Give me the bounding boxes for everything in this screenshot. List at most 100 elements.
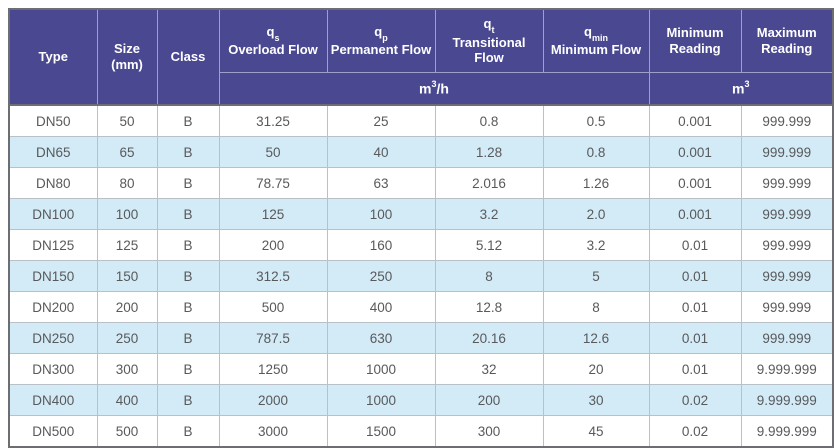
cell-min_reading: 0.01 (648, 353, 742, 385)
cell-class: B (156, 167, 220, 199)
cell-min_reading: 0.001 (648, 167, 742, 199)
unit-suffix: /h (436, 80, 449, 97)
cell-size: 150 (96, 260, 158, 292)
cell-class: B (156, 136, 220, 168)
cell-qt: 3.2 (434, 198, 544, 230)
cell-max_reading: 9.999.999 (740, 384, 834, 416)
cell-max_reading: 999.999 (740, 198, 834, 230)
unit-superscript: 3 (744, 78, 750, 89)
column-header-label: Minimum Flow (550, 42, 642, 58)
cell-qs: 200 (218, 229, 328, 261)
table-row: DN300 300 B 1250 1000 32 20 0.01 9.999.999 (8, 353, 834, 385)
cell-qs: 312.5 (218, 260, 328, 292)
cell-qmin: 1.26 (542, 167, 650, 199)
flow-symbol: qs (267, 24, 280, 43)
table-row: DN200 200 B 500 400 12.8 8 0.01 999.999 (8, 291, 834, 323)
cell-min_reading: 0.01 (648, 322, 742, 354)
table-row: DN50 50 B 31.25 25 0.8 0.5 0.001 999.999 (8, 104, 834, 137)
cell-qmin: 30 (542, 384, 650, 416)
unit-base: m (732, 80, 745, 97)
cell-min_reading: 0.01 (648, 260, 742, 292)
cell-size: 125 (96, 229, 158, 261)
flow-symbol: qt (483, 16, 495, 35)
cell-qt: 2.016 (434, 167, 544, 199)
flow-symbol-letter: q (374, 24, 383, 39)
unit-header-reading: m3 (648, 72, 834, 106)
specifications-table: Type Size (mm) Class qs Overload Flow qp Perman… (8, 8, 834, 448)
cell-qs: 787.5 (218, 322, 328, 354)
flow-symbol-subscript: s (274, 32, 280, 43)
column-header-sublabel: (mm) (111, 57, 143, 72)
table-row: DN150 150 B 312.5 250 8 5 0.01 999.999 (8, 260, 834, 292)
cell-qp: 400 (326, 291, 436, 323)
flow-symbol-subscript: min (591, 32, 608, 43)
cell-class: B (156, 260, 220, 292)
cell-max_reading: 999.999 (740, 229, 834, 261)
cell-qmin: 0.5 (542, 104, 650, 137)
column-header-label: Transitional Flow (452, 34, 526, 66)
cell-qs: 50 (218, 136, 328, 168)
cell-qs: 78.75 (218, 167, 328, 199)
flow-symbol-subscript: p (382, 32, 388, 43)
cell-type: DN250 (8, 322, 98, 354)
cell-qt: 12.8 (434, 291, 544, 323)
cell-qs: 31.25 (218, 104, 328, 137)
cell-size: 400 (96, 384, 158, 416)
cell-qs: 1250 (218, 353, 328, 385)
cell-type: DN200 (8, 291, 98, 323)
cell-size: 65 (96, 136, 158, 168)
column-header-label: Minimum Reading (666, 25, 724, 56)
cell-size: 250 (96, 322, 158, 354)
cell-class: B (156, 353, 220, 385)
cell-qmin: 12.6 (542, 322, 650, 354)
cell-max_reading: 999.999 (740, 104, 834, 137)
cell-type: DN300 (8, 353, 98, 385)
cell-qmin: 5 (542, 260, 650, 292)
cell-class: B (156, 415, 220, 448)
cell-class: B (156, 104, 220, 137)
cell-qmin: 45 (542, 415, 650, 448)
cell-qp: 1500 (326, 415, 436, 448)
cell-qp: 100 (326, 198, 436, 230)
table-row: DN400 400 B 2000 1000 200 30 0.02 9.999.999 (8, 384, 834, 416)
cell-min_reading: 0.001 (648, 198, 742, 230)
header-unit-row: m3/h m3 (9, 72, 834, 106)
cell-qp: 1000 (326, 384, 436, 416)
cell-class: B (156, 229, 220, 261)
cell-qt: 0.8 (434, 104, 544, 137)
table-row: DN250 250 B 787.5 630 20.16 12.6 0.01 999.999 (8, 322, 834, 354)
column-header-size: Size (mm) (96, 8, 158, 106)
column-header-type: Type (8, 8, 98, 106)
column-header-label: Overload Flow (228, 42, 318, 58)
unit-superscript: 3 (431, 78, 437, 89)
cell-size: 100 (96, 198, 158, 230)
cell-qp: 250 (326, 260, 436, 292)
cell-qs: 2000 (218, 384, 328, 416)
column-header-max_reading: Maximum Reading (740, 8, 834, 73)
flow-symbol-letter: q (584, 24, 592, 39)
column-header-qp: qp Permanent Flow (326, 8, 436, 73)
cell-qmin: 3.2 (542, 229, 650, 261)
column-header-qt: qt Transitional Flow (434, 8, 544, 73)
column-header-class: Class (156, 8, 220, 106)
cell-qmin: 2.0 (542, 198, 650, 230)
cell-qp: 25 (326, 104, 436, 137)
cell-max_reading: 9.999.999 (740, 415, 834, 448)
cell-qt: 5.12 (434, 229, 544, 261)
cell-max_reading: 999.999 (740, 260, 834, 292)
column-header-label: Maximum Reading (756, 25, 817, 56)
table-container: Type Size (mm) Class qs Overload Flow qp Perman… (8, 8, 834, 448)
cell-size: 200 (96, 291, 158, 323)
cell-qmin: 20 (542, 353, 650, 385)
cell-max_reading: 999.999 (740, 291, 834, 323)
cell-type: DN65 (8, 136, 98, 168)
cell-qp: 630 (326, 322, 436, 354)
cell-min_reading: 0.001 (648, 104, 742, 137)
cell-class: B (156, 198, 220, 230)
flow-symbol-letter: q (483, 16, 492, 32)
column-header-label: Size (113, 41, 140, 57)
table-header: Type Size (mm) Class qs Overload Flow qp Perman… (8, 8, 834, 106)
table-row: DN125 125 B 200 160 5.12 3.2 0.01 999.999 (8, 229, 834, 261)
cell-min_reading: 0.01 (648, 229, 742, 261)
table-body: DN50 50 B 31.25 25 0.8 0.5 0.001 999.999 DN65 65 B 5… (8, 104, 834, 448)
